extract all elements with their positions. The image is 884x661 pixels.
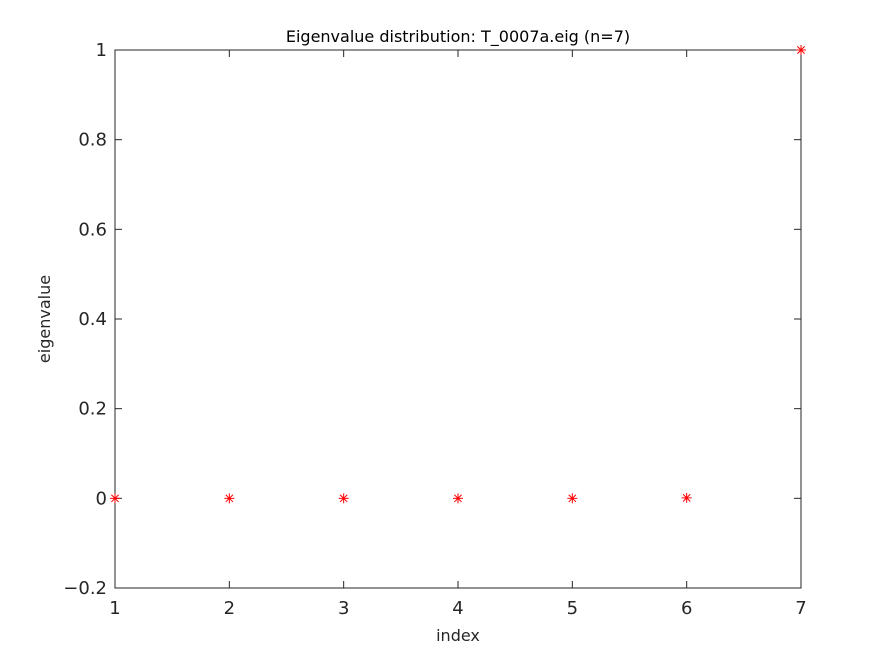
data-point: [567, 493, 578, 504]
x-tick-label: 6: [681, 598, 692, 619]
y-tick-labels: −0.2 0 0.2 0.4 0.6 0.8 1: [63, 40, 107, 599]
data-point: [110, 493, 120, 504]
plot-area: [114, 49, 802, 589]
y-axis-label: eigenvalue: [35, 275, 54, 363]
y-tick-label: −0.2: [63, 578, 107, 599]
data-point: [224, 493, 235, 504]
y-tick-label: 0.8: [78, 130, 107, 151]
y-tick-label: 0.4: [78, 309, 107, 330]
x-tick-labels: 1 2 3 4 5 6 7: [109, 598, 806, 619]
x-axis-label: index: [436, 626, 480, 645]
x-tick-label: 7: [795, 598, 806, 619]
data-point: [796, 45, 806, 55]
y-tick-label: 0: [96, 488, 107, 509]
data-point: [338, 493, 349, 504]
axis-ticks: [114, 49, 802, 589]
y-tick-label: 0.2: [78, 399, 107, 420]
data-markers: [110, 45, 806, 504]
x-tick-label: 1: [109, 598, 120, 619]
y-tick-label: 0.6: [78, 219, 107, 240]
x-tick-label: 4: [452, 598, 463, 619]
x-tick-label: 5: [567, 598, 578, 619]
data-point: [453, 493, 463, 504]
data-point: [681, 492, 692, 503]
x-tick-label: 2: [224, 598, 235, 619]
y-tick-label: 1: [96, 40, 107, 61]
x-tick-label: 3: [338, 598, 349, 619]
chart-title: Eigenvalue distribution: T_0007a.eig (n=…: [286, 27, 630, 47]
